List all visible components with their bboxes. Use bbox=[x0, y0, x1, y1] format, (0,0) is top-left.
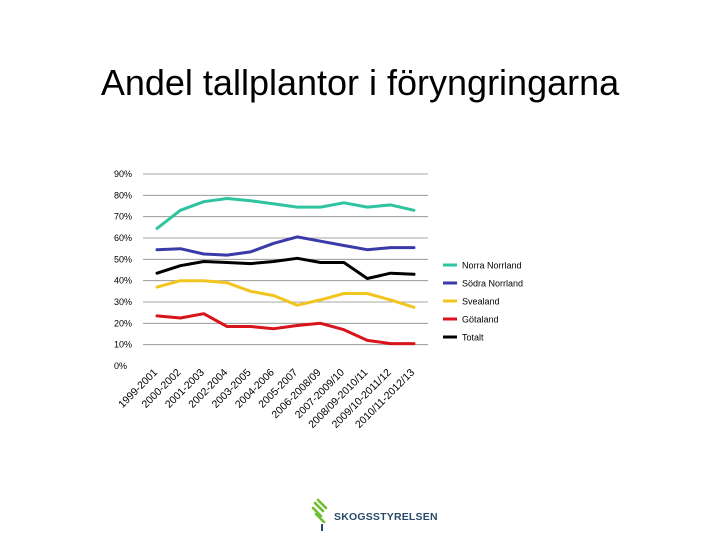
skogsstyrelsen-logo: SKOGSSTYRELSEN bbox=[310, 498, 460, 532]
y-tick-label: 60% bbox=[114, 233, 132, 243]
legend-label: Norra Norrland bbox=[462, 261, 522, 271]
series-line-svealand bbox=[155, 279, 416, 309]
legend: Norra Norrland Södra Norrland Svealand Göta… bbox=[443, 261, 523, 343]
legend-label: Södra Norrland bbox=[462, 279, 523, 289]
y-tick-label: 10% bbox=[114, 340, 132, 350]
series-line-sodra bbox=[155, 235, 416, 257]
x-axis-tick-labels: 1999-20012000-20022001-20032002-20042003… bbox=[116, 367, 417, 431]
y-tick-label: 50% bbox=[114, 254, 132, 264]
page-title: Andel tallplantor i föryngringarna bbox=[100, 62, 620, 103]
tree-logo-icon bbox=[311, 498, 328, 531]
series-line-totalt bbox=[155, 256, 416, 280]
y-tick-label: 0% bbox=[114, 361, 127, 371]
legend-label: Svealand bbox=[462, 297, 500, 307]
logo-text: SKOGSSTYRELSEN bbox=[334, 511, 438, 523]
y-tick-label: 80% bbox=[114, 190, 132, 200]
y-axis-tick-labels: 0% 10% 20% 30% 40% 50% 60% 70% 80% 90% bbox=[114, 169, 132, 371]
y-tick-label: 90% bbox=[114, 169, 132, 179]
series-line-norra bbox=[155, 197, 416, 230]
series-lines bbox=[155, 197, 416, 346]
series-line-gotaland bbox=[155, 312, 416, 346]
legend-label: Totalt bbox=[462, 333, 484, 343]
y-tick-label: 30% bbox=[114, 297, 132, 307]
y-tick-label: 40% bbox=[114, 276, 132, 286]
legend-label: Götaland bbox=[462, 315, 499, 325]
y-tick-label: 20% bbox=[114, 318, 132, 328]
y-tick-label: 70% bbox=[114, 212, 132, 222]
